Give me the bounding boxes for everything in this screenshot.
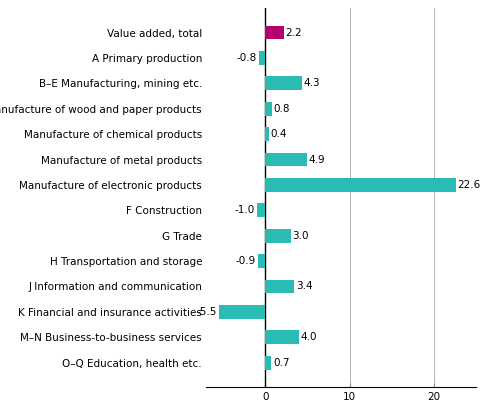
Text: -1.0: -1.0 bbox=[235, 206, 255, 215]
Bar bbox=[265, 76, 301, 90]
Bar bbox=[219, 305, 265, 319]
Text: 0.7: 0.7 bbox=[273, 358, 289, 368]
Text: 0.4: 0.4 bbox=[271, 129, 287, 139]
Bar bbox=[265, 229, 291, 243]
Bar bbox=[265, 127, 269, 141]
Text: 0.8: 0.8 bbox=[273, 104, 290, 114]
Bar bbox=[265, 102, 272, 116]
Bar bbox=[265, 330, 299, 344]
Bar bbox=[257, 203, 265, 217]
Text: -0.9: -0.9 bbox=[236, 256, 256, 266]
Bar bbox=[258, 254, 265, 268]
Text: -5.5: -5.5 bbox=[197, 307, 217, 317]
Text: 4.3: 4.3 bbox=[303, 78, 320, 88]
Text: 4.9: 4.9 bbox=[308, 154, 325, 164]
Text: -0.8: -0.8 bbox=[237, 53, 257, 63]
Bar bbox=[265, 356, 271, 370]
Text: 3.0: 3.0 bbox=[292, 231, 309, 241]
Bar bbox=[265, 153, 307, 166]
Text: 2.2: 2.2 bbox=[286, 27, 302, 37]
Bar bbox=[265, 178, 456, 192]
Bar bbox=[265, 280, 294, 293]
Text: 3.4: 3.4 bbox=[296, 282, 312, 292]
Bar bbox=[259, 51, 265, 65]
Text: 22.6: 22.6 bbox=[458, 180, 481, 190]
Text: 4.0: 4.0 bbox=[300, 332, 317, 342]
Bar bbox=[265, 25, 284, 40]
